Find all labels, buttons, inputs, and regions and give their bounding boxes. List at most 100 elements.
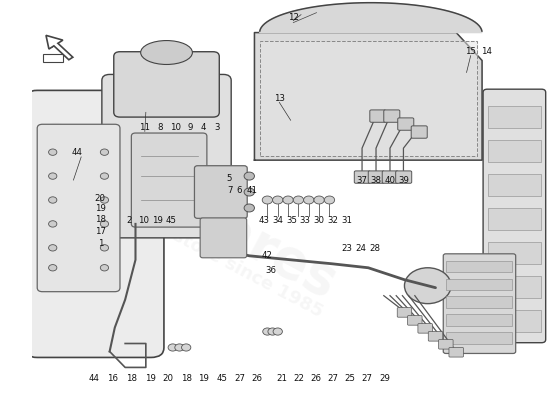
FancyBboxPatch shape [408,316,422,325]
Polygon shape [255,32,482,160]
Text: 7: 7 [227,186,233,194]
Text: 11: 11 [139,123,150,132]
Circle shape [48,173,57,179]
Text: 27: 27 [328,374,339,383]
Circle shape [100,245,108,251]
Text: 44: 44 [72,148,83,158]
FancyBboxPatch shape [449,348,464,357]
Text: 45: 45 [165,216,176,225]
Bar [446,314,512,326]
FancyBboxPatch shape [428,332,443,341]
FancyBboxPatch shape [398,118,414,130]
Text: 26: 26 [251,374,262,383]
Text: 21: 21 [276,374,287,383]
Text: 10: 10 [170,123,182,132]
Text: 30: 30 [314,216,324,225]
Circle shape [168,344,178,351]
Circle shape [304,196,314,204]
Text: 37: 37 [356,176,367,185]
Circle shape [263,328,272,335]
Circle shape [244,188,255,196]
Text: 28: 28 [369,244,380,253]
Text: 10: 10 [138,216,148,225]
Bar [446,332,512,344]
FancyBboxPatch shape [395,171,412,183]
Text: 29: 29 [379,374,390,383]
Text: 31: 31 [341,216,352,225]
Circle shape [244,204,255,212]
Circle shape [100,149,108,155]
Text: 23: 23 [341,244,352,253]
Text: a parts store since 1985: a parts store since 1985 [101,190,326,321]
Text: 4: 4 [201,123,206,132]
Text: eurospares: eurospares [28,107,346,309]
Circle shape [324,196,334,204]
Text: 2: 2 [126,216,132,225]
Text: 20: 20 [95,194,106,202]
Bar [446,278,512,290]
Circle shape [48,221,57,227]
Bar [488,208,541,230]
Circle shape [273,196,283,204]
Circle shape [293,196,304,204]
FancyBboxPatch shape [368,171,384,183]
Text: 13: 13 [274,94,285,103]
Text: 1: 1 [97,238,103,248]
FancyBboxPatch shape [24,90,164,358]
Text: 12: 12 [288,13,299,22]
Bar [488,140,541,162]
Circle shape [404,268,451,304]
Text: 18: 18 [181,374,192,383]
Text: 17: 17 [95,226,106,236]
Bar [43,54,63,62]
Circle shape [100,173,108,179]
FancyBboxPatch shape [102,74,231,238]
Ellipse shape [141,40,192,64]
Text: 34: 34 [272,216,283,225]
Text: 27: 27 [362,374,373,383]
Circle shape [48,197,57,203]
Text: 45: 45 [217,374,228,383]
Text: 14: 14 [481,47,492,56]
FancyBboxPatch shape [418,324,432,333]
Circle shape [48,149,57,155]
FancyBboxPatch shape [37,124,120,292]
Text: 19: 19 [199,374,209,383]
Circle shape [100,197,108,203]
Text: 36: 36 [266,266,277,276]
Text: 9: 9 [187,123,192,132]
Circle shape [182,344,191,351]
Circle shape [273,328,282,335]
Text: 19: 19 [145,374,156,383]
Text: 32: 32 [328,216,339,225]
Polygon shape [260,3,482,32]
FancyBboxPatch shape [370,110,386,122]
Text: 19: 19 [152,216,163,225]
Bar [488,242,541,264]
Circle shape [283,196,293,204]
Text: 42: 42 [262,250,273,260]
FancyBboxPatch shape [200,218,247,258]
Bar [488,310,541,332]
Bar [446,260,512,272]
Text: 3: 3 [214,123,220,132]
Bar [446,296,512,308]
Text: 18: 18 [126,374,137,383]
Text: 18: 18 [95,216,106,224]
Polygon shape [260,40,477,156]
Bar [488,174,541,196]
Text: 41: 41 [246,186,257,194]
Circle shape [244,172,255,180]
Circle shape [48,264,57,271]
Text: 5: 5 [227,174,233,182]
FancyBboxPatch shape [114,52,219,117]
FancyBboxPatch shape [354,171,370,183]
Circle shape [262,196,273,204]
Circle shape [175,344,184,351]
Text: 24: 24 [355,244,366,253]
FancyBboxPatch shape [411,126,427,138]
Text: 35: 35 [286,216,297,225]
FancyBboxPatch shape [131,133,207,227]
Text: 40: 40 [384,176,395,185]
FancyBboxPatch shape [384,110,400,122]
